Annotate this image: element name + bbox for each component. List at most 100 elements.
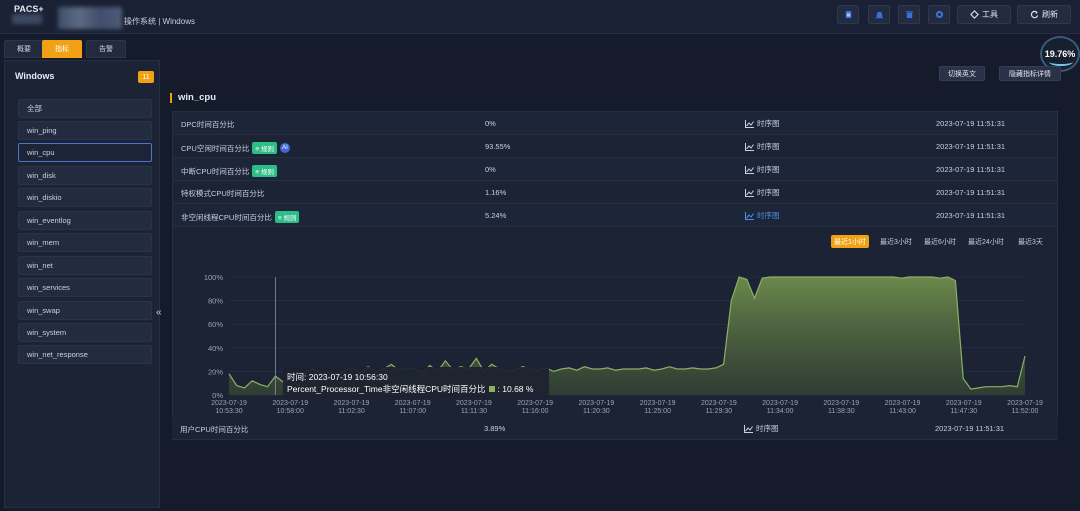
hide-details-button[interactable]: 隐藏指标详情	[999, 66, 1061, 81]
x-tick-date: 2023-07-19	[762, 400, 798, 407]
sidebar-item-win-diskio[interactable]: win_diskio	[18, 188, 152, 207]
ai-badge[interactable]: AI	[279, 143, 290, 153]
sidebar-item-win-net[interactable]: win_net	[18, 256, 152, 275]
metric-timestamp: 2023-07-19 11:51:31	[936, 211, 1006, 220]
x-tick-date: 2023-07-19	[211, 400, 247, 407]
x-tick-date: 2023-07-19	[640, 400, 676, 407]
sidebar-count-badge: 11	[138, 71, 154, 83]
x-tick-date: 2023-07-19	[456, 400, 492, 407]
gear-icon	[935, 10, 943, 19]
alarm-button[interactable]	[868, 5, 890, 24]
tools-icon	[970, 10, 979, 19]
sidebar-item-win-net-response[interactable]: win_net_response	[18, 345, 152, 364]
table-row: 特权模式CPU时间百分比 1.16% 时序图 2023-07-19 11:51:…	[173, 181, 1057, 204]
cpu-area-chart[interactable]: 100%80%60%40%20%0%2023-07-1910:53:302023…	[173, 227, 1059, 417]
timeseries-link[interactable]: 时序图	[744, 423, 779, 434]
trash-icon	[905, 11, 913, 19]
tab-alerts[interactable]: 告警	[86, 40, 126, 58]
timeseries-link[interactable]: 时序图	[745, 187, 780, 198]
sidebar-item-win-system[interactable]: win_system	[18, 323, 152, 342]
metric-timestamp: 2023-07-19 11:51:31	[936, 119, 1006, 128]
x-tick-time: 11:34:00	[767, 408, 794, 415]
x-tick-time: 10:53:30	[215, 408, 242, 415]
main-panel: 切换英文 隐藏指标详情 win_cpu DPC时间百分比 0% 时序图 2023…	[164, 60, 1070, 508]
metrics-table: DPC时间百分比 0% 时序图 2023-07-19 11:51:31 CPU空…	[172, 111, 1058, 228]
tooltip-time-label: 时间:	[287, 372, 307, 382]
timeseries-label: 时序图	[756, 424, 779, 433]
refresh-button[interactable]: 刷新	[1017, 5, 1071, 24]
timeseries-link[interactable]: 时序图	[745, 118, 780, 129]
series-area	[229, 277, 1025, 395]
metric-timestamp: 2023-07-19 11:51:31	[936, 142, 1006, 151]
range-24h-button[interactable]: 最近24小时	[968, 238, 1004, 246]
timeseries-label: 时序图	[757, 119, 780, 128]
metric-name: CPU空闲时间百分比	[181, 143, 250, 153]
tooltip-value: 10.68 %	[502, 384, 534, 394]
table-row: 非空闲线程CPU时间百分比 ≡ 规则 5.24% 时序图 2023-07-19 1…	[173, 204, 1057, 227]
redacted-hostname	[58, 7, 122, 29]
table-row: 用户CPU时间百分比 3.89% 时序图 2023-07-19 11:51:31	[172, 417, 1058, 440]
x-tick-time: 11:52:00	[1012, 408, 1039, 415]
timeseries-link-active[interactable]: 时序图	[745, 210, 780, 221]
line-chart-icon	[745, 119, 754, 128]
rule-tag[interactable]: ≡ 规则	[252, 142, 277, 154]
breadcrumb: 操作系统 | Windows	[124, 17, 195, 26]
sidebar-title: Windows	[15, 71, 55, 81]
line-chart-icon	[745, 142, 754, 151]
y-tick-label: 100%	[204, 273, 224, 282]
switch-english-button[interactable]: 切换英文	[939, 66, 985, 81]
tools-label: 工具	[982, 10, 998, 19]
tab-metrics[interactable]: 指标	[42, 40, 82, 58]
timeseries-label: 时序图	[757, 188, 780, 197]
x-tick-time: 11:47:30	[950, 408, 977, 415]
metric-name: 特权模式CPU时间百分比	[181, 189, 265, 198]
metric-value: 1.16%	[485, 188, 507, 197]
rule-tag[interactable]: ≡ 规则	[252, 165, 277, 177]
range-3h-button[interactable]: 最近3小时	[880, 238, 912, 246]
tab-overview[interactable]: 概要	[4, 40, 44, 58]
metric-value: 93.55%	[485, 142, 511, 151]
rule-tag[interactable]: ≡ 规则	[274, 211, 300, 223]
sidebar-item-win-ping[interactable]: win_ping	[18, 121, 152, 140]
y-tick-label: 20%	[208, 367, 223, 376]
line-chart-icon	[745, 188, 754, 197]
delete-button[interactable]	[898, 5, 920, 24]
x-tick-time: 11:11:30	[461, 408, 487, 415]
metric-name: 中断CPU时间百分比	[181, 166, 250, 176]
sidebar-item-win-mem[interactable]: win_mem	[18, 233, 152, 252]
x-tick-date: 2023-07-19	[517, 400, 553, 407]
alarm-icon	[875, 11, 883, 19]
collapse-sidebar-icon[interactable]: «	[156, 307, 162, 318]
tools-button[interactable]: 工具	[957, 5, 1011, 24]
sidebar-item-win-services[interactable]: win_services	[18, 278, 152, 297]
x-tick-date: 2023-07-19	[578, 400, 614, 407]
timeseries-link[interactable]: 时序图	[745, 141, 780, 152]
sidebar-item-win-swap[interactable]: win_swap	[18, 301, 152, 320]
sidebar-item-win-disk[interactable]: win_disk	[18, 166, 152, 185]
range-3d-button[interactable]: 最近3天	[1018, 238, 1043, 246]
range-1h-button[interactable]: 最近1小时	[831, 235, 869, 248]
timeseries-label: 时序图	[757, 165, 780, 174]
x-tick-date: 2023-07-19	[885, 400, 921, 407]
sidebar-item-win-eventlog[interactable]: win_eventlog	[18, 211, 152, 230]
x-tick-time: 11:29:30	[705, 408, 732, 415]
range-6h-button[interactable]: 最近6小时	[924, 238, 956, 246]
settings-button[interactable]	[928, 5, 950, 24]
sidebar-item-all[interactable]: 全部	[18, 99, 152, 118]
timeseries-label: 时序图	[757, 211, 780, 220]
x-tick-date: 2023-07-19	[946, 400, 982, 407]
top-bar: PACS+ 操作系统 | Windows 工具 刷新	[0, 0, 1080, 34]
x-tick-date: 2023-07-19	[334, 400, 370, 407]
metric-name: DPC时间百分比	[181, 120, 235, 129]
metric-value: 5.24%	[485, 211, 507, 220]
document-button[interactable]	[837, 5, 859, 24]
sidebar-item-win-cpu[interactable]: win_cpu	[18, 143, 152, 162]
metric-name: 用户CPU时间百分比	[180, 425, 249, 434]
metric-name: 非空闲线程CPU时间百分比	[181, 212, 272, 222]
refresh-icon	[1030, 10, 1039, 19]
document-icon	[845, 10, 851, 19]
table-row: 中断CPU时间百分比 ≡ 规则 0% 时序图 2023-07-19 11:51:3…	[173, 158, 1057, 181]
tooltip-time: 2023-07-19 10:56:30	[308, 372, 388, 382]
metric-value: 3.89%	[484, 424, 506, 433]
timeseries-link[interactable]: 时序图	[745, 164, 780, 175]
